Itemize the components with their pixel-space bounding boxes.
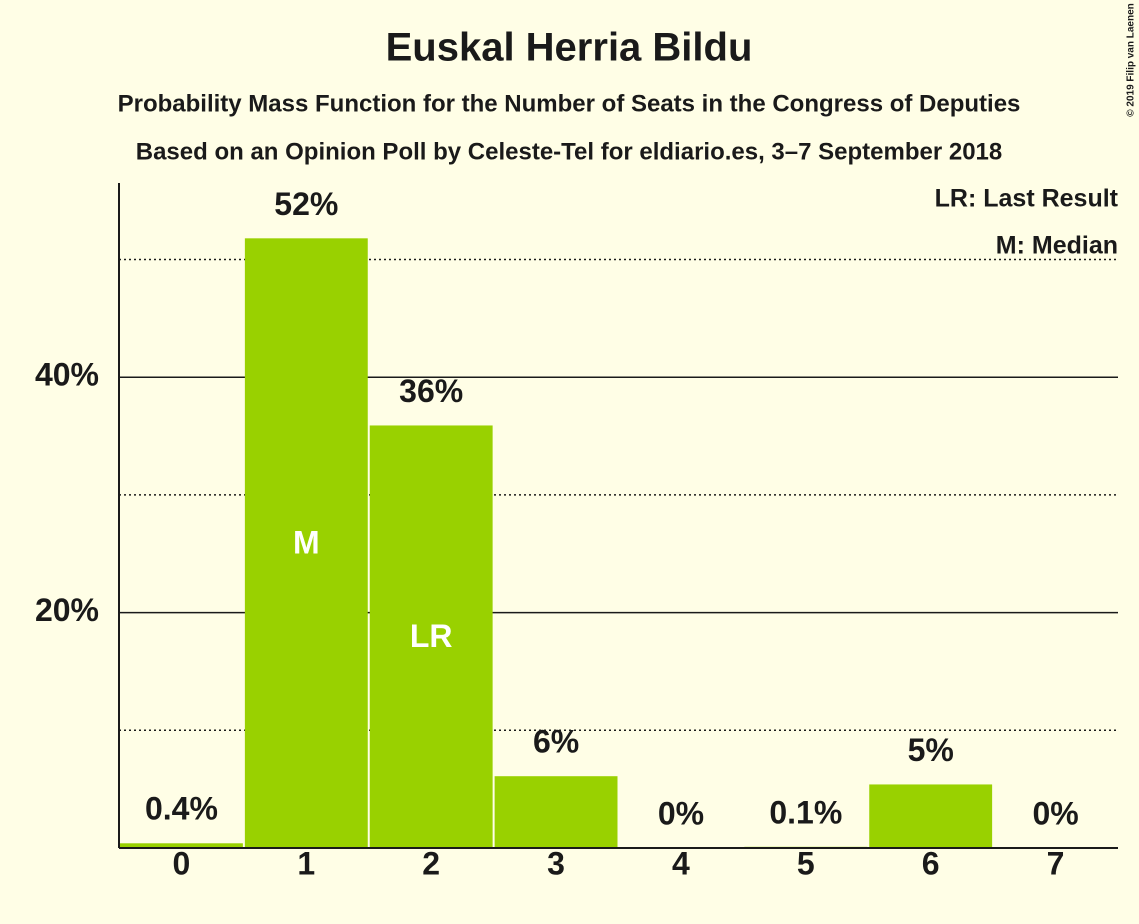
value-label: 0% <box>658 795 704 831</box>
y-tick-label: 40% <box>35 357 99 393</box>
x-tick-label: 2 <box>422 845 440 881</box>
x-tick-label: 1 <box>297 845 315 881</box>
bar <box>494 776 618 848</box>
bar <box>120 843 243 848</box>
value-label: 5% <box>908 732 954 768</box>
value-label: 36% <box>399 373 463 409</box>
bar-annotation: LR <box>410 618 453 654</box>
bar <box>869 784 993 848</box>
chart-subtitle: Based on an Opinion Poll by Celeste-Tel … <box>136 138 1003 165</box>
x-tick-label: 4 <box>672 845 690 881</box>
x-tick-label: 3 <box>547 845 565 881</box>
y-tick-label: 20% <box>35 592 99 628</box>
value-label: 6% <box>533 724 579 760</box>
x-tick-label: 0 <box>173 845 191 881</box>
chart-subtitle: Probability Mass Function for the Number… <box>118 90 1021 117</box>
chart-title: Euskal Herria Bildu <box>386 26 753 70</box>
value-label: 0.1% <box>769 794 842 830</box>
copyright: © 2019 Filip van Laenen <box>1126 3 1137 117</box>
bar <box>244 238 368 848</box>
x-tick-label: 7 <box>1047 845 1065 881</box>
legend-entry: LR: Last Result <box>935 185 1119 213</box>
x-tick-label: 5 <box>797 845 815 881</box>
value-label: 52% <box>274 186 338 222</box>
x-tick-label: 6 <box>922 845 940 881</box>
value-label: 0% <box>1032 795 1078 831</box>
legend-entry: M: Median <box>996 232 1118 260</box>
bar-annotation: M <box>293 525 320 561</box>
bar <box>369 425 493 848</box>
value-label: 0.4% <box>145 791 218 827</box>
